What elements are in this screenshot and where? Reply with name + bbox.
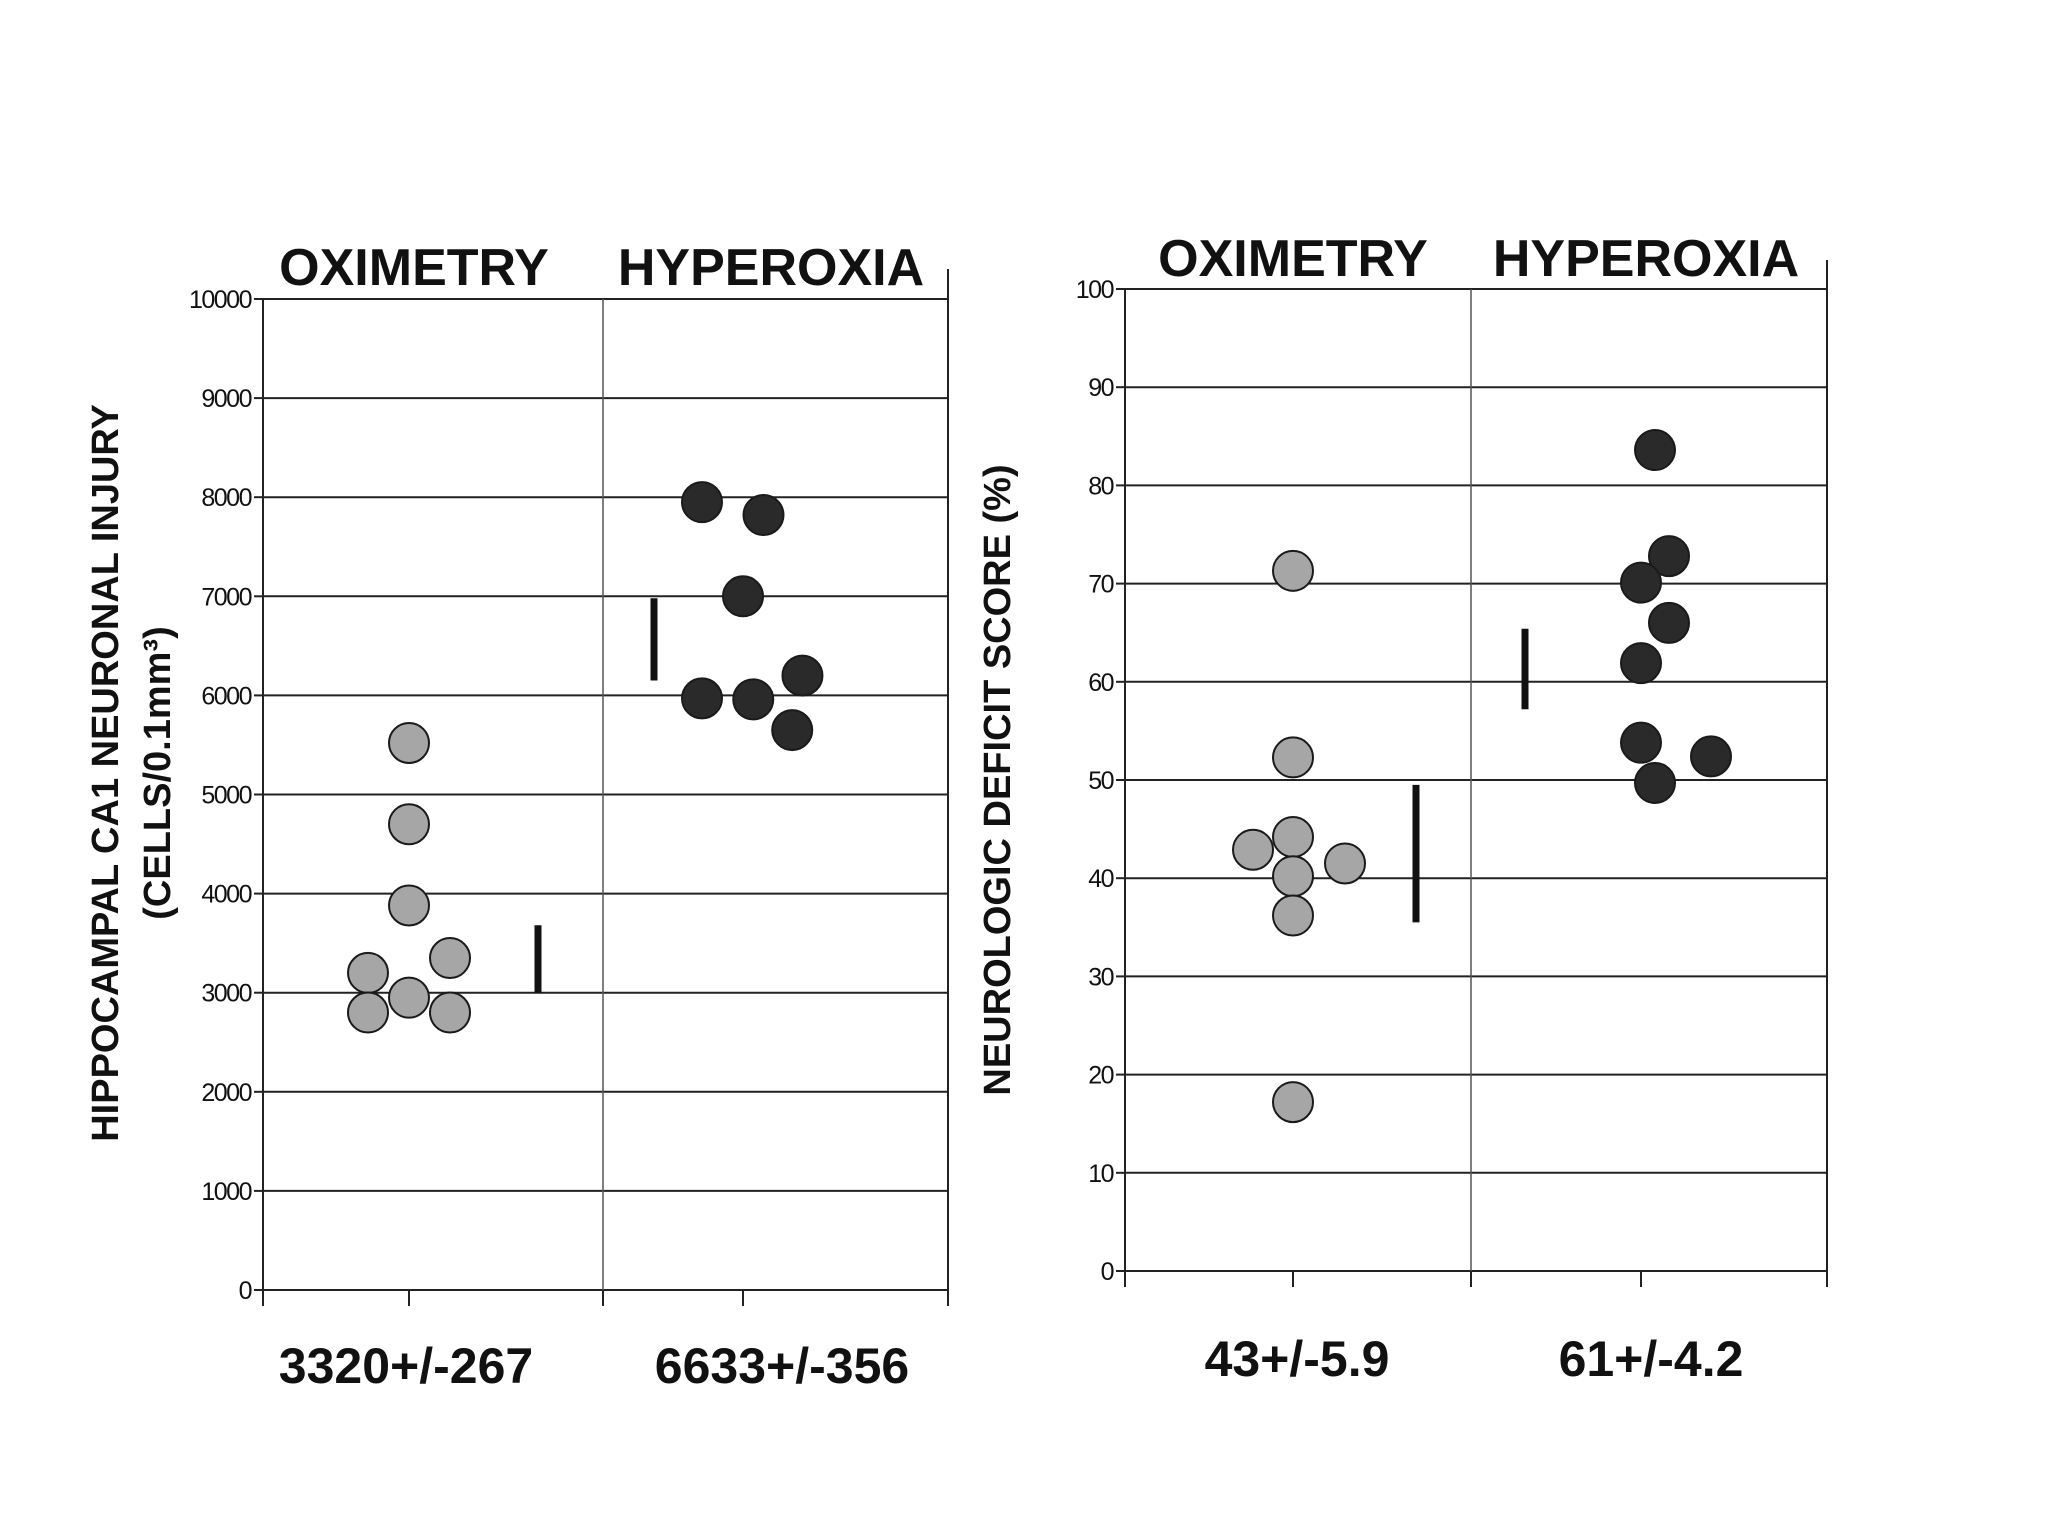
data-point-oximetry <box>1272 736 1314 779</box>
y-tick-label: 20 <box>1088 1062 1113 1090</box>
neurologic-deficit-chart: NEUROLOGIC DEFICIT SCORE (%) OXIMETRY HY… <box>977 230 1828 1387</box>
stat-hyperoxia: 6633+/-356 <box>655 1338 909 1394</box>
data-point-hyperoxia <box>1620 642 1662 685</box>
data-point-oximetry <box>1272 1081 1314 1124</box>
y-tick-label: 10 <box>1088 1160 1113 1188</box>
y-tick-label: 2000 <box>201 1079 251 1107</box>
y-tick-label: 8000 <box>201 484 251 512</box>
data-point-oximetry <box>429 937 471 980</box>
data-point-hyperoxia <box>1634 429 1676 472</box>
data-point-oximetry <box>1324 842 1366 885</box>
data-point-hyperoxia <box>681 677 723 720</box>
data-point-hyperoxia <box>1634 761 1676 804</box>
y-tick-label: 10000 <box>189 286 252 314</box>
data-point-oximetry <box>388 803 430 846</box>
data-point-oximetry <box>1272 894 1314 937</box>
group-label-hyperoxia: HYPEROXIA <box>1493 230 1799 288</box>
y-tick-label: 50 <box>1088 767 1113 795</box>
y-tick-label: 60 <box>1088 669 1113 697</box>
group-label-oximetry: OXIMETRY <box>1158 230 1428 288</box>
y-tick-label: 30 <box>1088 963 1113 991</box>
data-point-hyperoxia <box>722 575 764 618</box>
data-point-hyperoxia <box>742 494 785 537</box>
y-tick-label: 0 <box>239 1277 252 1305</box>
data-point-hyperoxia <box>732 678 775 721</box>
neuronal-injury-chart: HIPPOCAMPAL CA1 NEURONAL INJURY (CELLS/0… <box>85 239 949 1394</box>
data-point-oximetry <box>388 884 430 927</box>
y-tick-label: 4000 <box>201 881 251 909</box>
data-point-oximetry <box>388 976 430 1019</box>
data-point-hyperoxia <box>781 654 824 697</box>
y-tick-label: 6000 <box>201 682 251 710</box>
group-label-oximetry: OXIMETRY <box>279 239 549 297</box>
y-tick-label: 7000 <box>201 583 251 611</box>
stat-oximetry: 43+/-5.9 <box>1205 1331 1390 1387</box>
y-tick-label: 80 <box>1088 472 1113 500</box>
y-tick-label: 9000 <box>201 385 251 413</box>
y-axis-label: NEUROLOGIC DEFICIT SCORE (%) <box>977 464 1019 1095</box>
data-point-hyperoxia <box>1620 721 1662 764</box>
data-point-oximetry <box>429 991 471 1034</box>
group-label-hyperoxia: HYPEROXIA <box>618 239 924 297</box>
y-tick-label: 3000 <box>201 980 251 1008</box>
data-point-oximetry <box>1272 855 1314 898</box>
stat-hyperoxia: 61+/-4.2 <box>1559 1331 1744 1387</box>
data-point-hyperoxia <box>771 709 814 752</box>
y-axis-label-line2: (CELLS/0.1mm³) <box>137 626 179 919</box>
data-point-oximetry <box>1272 549 1314 592</box>
data-point-hyperoxia <box>1648 601 1690 644</box>
data-point-oximetry <box>347 991 389 1034</box>
stat-oximetry: 3320+/-267 <box>279 1338 533 1394</box>
data-point-oximetry <box>347 951 389 994</box>
data-point-oximetry <box>1272 815 1314 858</box>
y-tick-label: 90 <box>1088 374 1113 402</box>
data-point-hyperoxia <box>1620 561 1662 604</box>
data-point-hyperoxia <box>1690 735 1732 778</box>
data-point-oximetry <box>388 721 430 764</box>
data-point-hyperoxia <box>681 481 723 524</box>
y-axis-label-line1: HIPPOCAMPAL CA1 NEURONAL INJURY <box>85 404 127 1142</box>
y-tick-label: 0 <box>1101 1258 1114 1286</box>
y-tick-label: 5000 <box>201 782 251 810</box>
y-tick-label: 100 <box>1076 276 1114 304</box>
y-tick-label: 1000 <box>201 1178 251 1206</box>
data-point-oximetry <box>1232 828 1274 871</box>
data-point-hyperoxia <box>1648 535 1690 578</box>
y-tick-label: 40 <box>1088 865 1113 893</box>
y-tick-label: 70 <box>1088 571 1113 599</box>
